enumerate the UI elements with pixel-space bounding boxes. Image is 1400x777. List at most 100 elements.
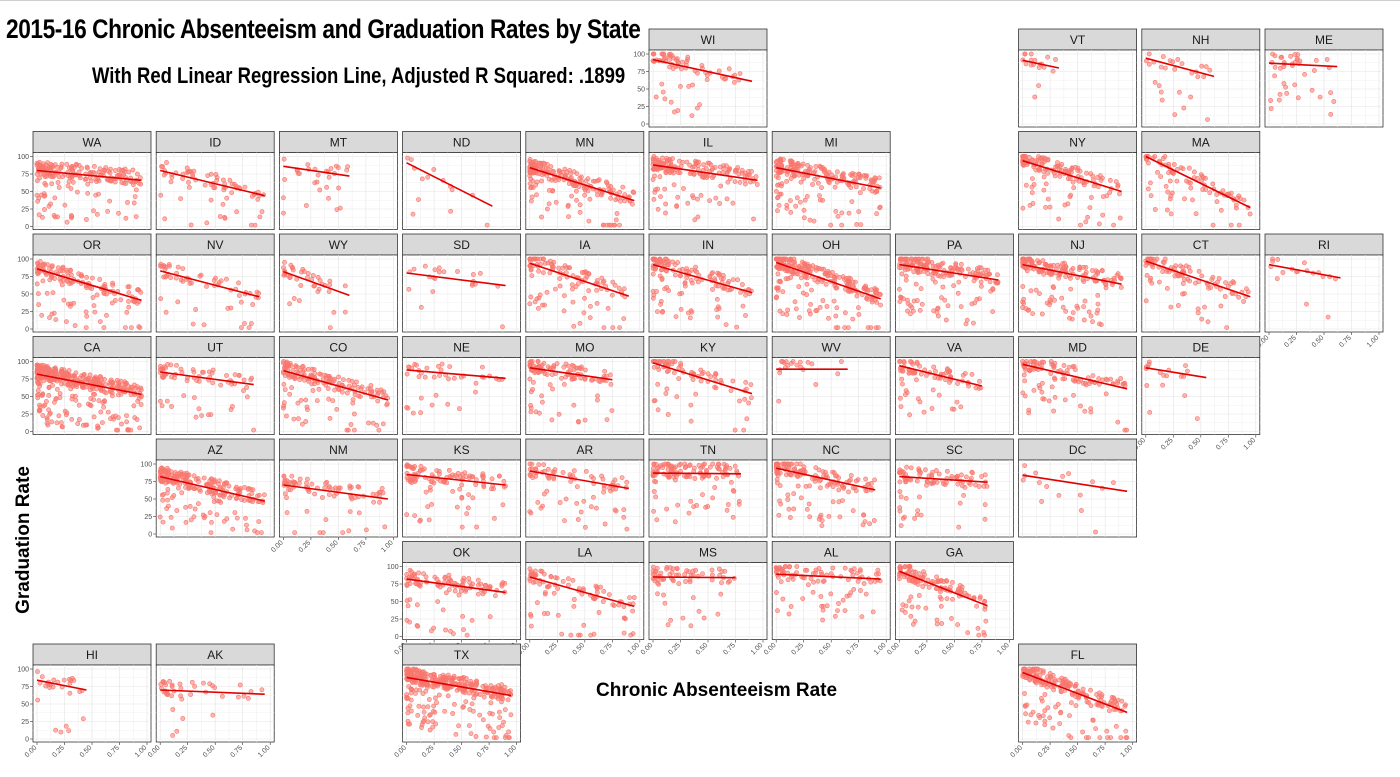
data-point [76, 402, 82, 408]
data-point [238, 299, 244, 305]
data-point [459, 495, 465, 501]
data-point [549, 177, 555, 183]
data-point [661, 56, 667, 61]
data-point [340, 530, 346, 535]
data-point [1218, 303, 1224, 309]
data-point [775, 287, 781, 293]
data-point [431, 480, 437, 486]
data-point [956, 279, 962, 285]
data-point [677, 291, 683, 297]
data-point [451, 375, 457, 381]
data-point [566, 181, 572, 186]
data-point [828, 222, 834, 228]
data-point [1203, 187, 1209, 192]
data-point [202, 514, 208, 519]
facet-ny: NY [1018, 131, 1137, 230]
data-point [693, 391, 699, 397]
data-point [943, 370, 949, 376]
data-point [824, 171, 830, 177]
data-point [541, 462, 547, 467]
data-point [655, 381, 661, 387]
data-point [1081, 182, 1087, 188]
data-point [1172, 112, 1178, 117]
data-point [113, 168, 118, 173]
data-point [986, 271, 992, 277]
data-point [776, 256, 782, 262]
data-point [73, 370, 79, 376]
data-point [918, 261, 923, 267]
data-point [935, 305, 941, 311]
data-point [777, 308, 783, 314]
data-point [1078, 222, 1083, 228]
data-point [382, 524, 388, 530]
data-point [133, 187, 139, 193]
data-point [962, 371, 968, 376]
data-point [684, 266, 689, 271]
regression-line [775, 261, 881, 300]
data-point [955, 381, 960, 386]
data-point [108, 416, 113, 422]
data-point [668, 160, 673, 165]
data-point [291, 296, 297, 301]
data-point [1172, 66, 1178, 72]
data-point [743, 181, 748, 187]
data-point [1052, 375, 1057, 381]
data-point [107, 198, 112, 204]
y-tick-label: 50 [637, 87, 645, 94]
data-point [138, 387, 144, 393]
data-point [190, 321, 196, 327]
data-point [366, 420, 371, 426]
data-point [446, 376, 451, 382]
data-point [222, 492, 228, 497]
data-point [34, 160, 40, 166]
data-point [37, 381, 43, 387]
data-point [158, 192, 164, 198]
data-point [208, 197, 214, 203]
data-point [1036, 269, 1042, 274]
data-point [530, 160, 535, 165]
data-point [200, 369, 206, 375]
data-point [817, 304, 823, 310]
data-point [777, 370, 783, 376]
data-point [963, 321, 969, 327]
data-point [685, 200, 691, 206]
data-point [1046, 398, 1052, 404]
data-point [808, 301, 813, 307]
data-point [528, 409, 534, 415]
data-point [1146, 61, 1152, 67]
data-point [1236, 294, 1242, 300]
data-point [131, 200, 137, 206]
data-point [323, 481, 328, 486]
data-point [848, 185, 854, 190]
data-point [935, 262, 941, 268]
data-point [208, 530, 214, 535]
data-point [1279, 54, 1285, 60]
data-point [732, 179, 738, 184]
data-point [878, 302, 883, 308]
data-point [856, 305, 861, 311]
data-point [206, 369, 212, 375]
data-point [536, 462, 542, 468]
data-point [551, 363, 557, 368]
data-point [58, 268, 64, 273]
data-point [1145, 186, 1151, 192]
data-point [586, 218, 592, 224]
data-point [540, 256, 546, 262]
data-point [1144, 272, 1150, 278]
facet-de: DE0.00 0.25 0.50 0.75 1.00 [1133, 336, 1261, 452]
data-point [244, 394, 250, 400]
data-point [248, 222, 254, 228]
data-point [1199, 316, 1205, 322]
data-point [105, 409, 111, 415]
data-point [213, 172, 219, 177]
data-point [854, 293, 860, 299]
data-point [1097, 173, 1103, 179]
data-point [351, 411, 357, 417]
data-point [1088, 406, 1094, 411]
data-point [655, 309, 660, 314]
data-point [489, 486, 494, 492]
data-point [533, 466, 538, 472]
data-point [678, 84, 683, 89]
data-point [193, 476, 199, 482]
data-point [1328, 90, 1333, 96]
